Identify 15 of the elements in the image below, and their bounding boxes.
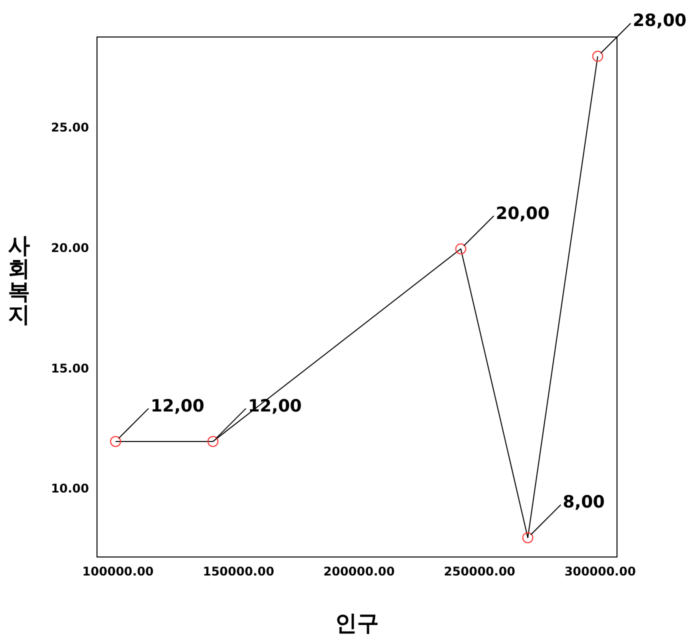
y-axis-title: 사회복지 [8,234,31,328]
y-tick-label: 20.00 [51,240,89,255]
y-tick-label: 15.00 [51,361,89,376]
x-tick-label: 250000.00 [444,564,516,578]
data-label: 28,00 [632,11,687,32]
y-tick-label: 25.00 [51,120,89,135]
x-tick-label: 100000.00 [82,564,154,578]
x-tick-label: 300000.00 [564,564,636,578]
data-label: 12,00 [150,396,205,416]
x-tick-label: 150000.00 [202,564,274,578]
data-label: 20,00 [496,204,550,224]
x-axis-title: 인구 [335,612,379,637]
data-label: 8,00 [562,492,605,513]
y-tick-label: 10.00 [51,482,89,496]
x-tick-label: 200000.00 [323,564,395,578]
